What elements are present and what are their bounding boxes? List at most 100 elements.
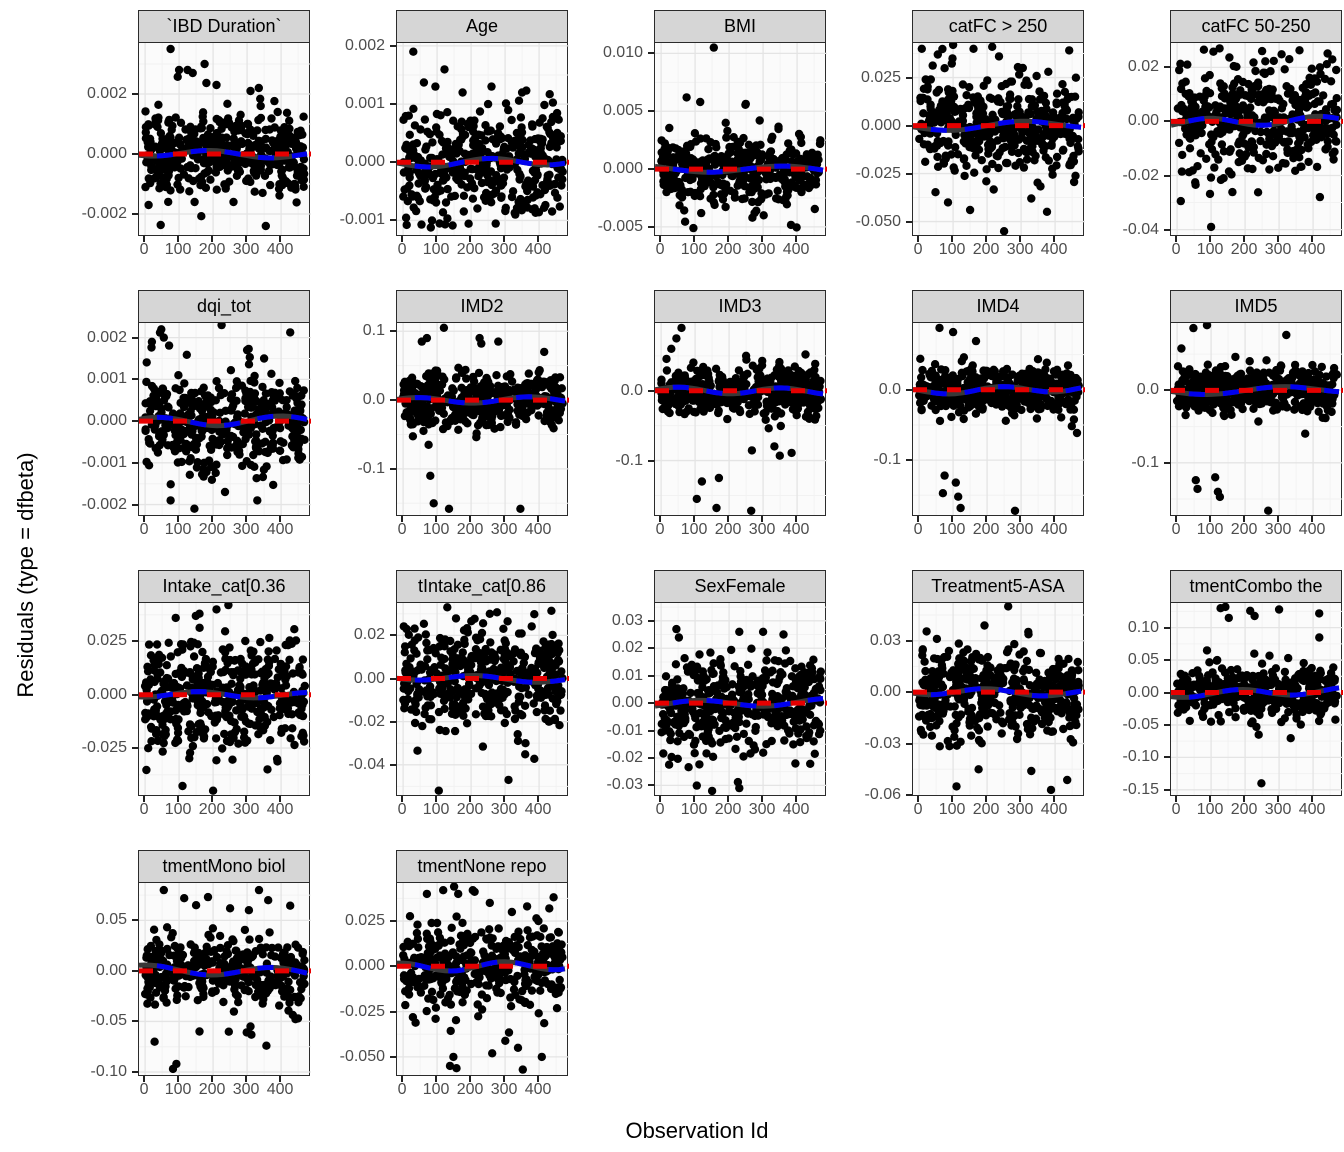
loess-dashed-line bbox=[1171, 685, 1340, 700]
x-tick-mark bbox=[1053, 796, 1056, 802]
facet-age: 0.002 0.001 0.000 -0.001 Age 0 100 200 300 400 bbox=[310, 10, 569, 290]
x-tick-label: 300 bbox=[1264, 801, 1292, 818]
x-tick-mark bbox=[211, 236, 214, 242]
x-tick-label: 400 bbox=[1298, 241, 1326, 258]
y-tick-mark bbox=[390, 763, 396, 766]
x-tick-mark bbox=[435, 236, 438, 242]
x-tick-mark bbox=[727, 796, 730, 802]
y-tick-label: 0.002 bbox=[86, 85, 127, 102]
x-tick-label: 0 bbox=[1171, 801, 1181, 818]
y-tick-label: 0.00 bbox=[1127, 683, 1159, 701]
x-tick-mark bbox=[951, 516, 954, 522]
x-tick-label: 400 bbox=[524, 801, 552, 818]
loess-dashed-line bbox=[1171, 384, 1340, 398]
x-tick-label: 100 bbox=[1196, 521, 1224, 538]
y-axis: 0.0 -0.1 bbox=[568, 290, 654, 539]
facet-strip-title: Intake_cat[0.36 bbox=[138, 570, 310, 603]
y-tick-label: 0.000 bbox=[86, 685, 127, 703]
x-tick-mark bbox=[761, 796, 764, 802]
x-tick-mark bbox=[211, 1076, 214, 1082]
x-tick-mark bbox=[1311, 796, 1314, 802]
x-axis: 0 100 200 300 400 bbox=[654, 236, 826, 262]
x-tick-mark bbox=[1277, 796, 1280, 802]
facet-strip-title: tIntake_cat[0.86 bbox=[396, 570, 568, 603]
x-tick-label: 100 bbox=[164, 521, 192, 538]
y-tick-mark bbox=[648, 647, 654, 650]
x-tick-mark bbox=[659, 516, 662, 522]
x-tick-mark bbox=[401, 1076, 404, 1082]
x-tick-label: 0 bbox=[397, 1081, 407, 1098]
x-axis: 0 100 200 300 400 bbox=[138, 1076, 310, 1102]
y-tick-mark bbox=[1164, 120, 1170, 123]
facet-catfc-50-250: 0.02 0.00 -0.02 -0.04 catFC 50-250 0 100 200 300… bbox=[1084, 10, 1343, 290]
facet-panel bbox=[396, 43, 569, 236]
x-tick-mark bbox=[761, 516, 764, 522]
y-tick-label: -0.02 bbox=[348, 712, 385, 730]
x-axis: 0 100 200 300 400 bbox=[1170, 516, 1342, 542]
loess-dashed-line bbox=[139, 962, 308, 978]
x-tick-label: 100 bbox=[938, 801, 966, 818]
x-tick-mark bbox=[143, 1076, 146, 1082]
x-tick-mark bbox=[693, 796, 696, 802]
x-tick-label: 100 bbox=[938, 241, 966, 258]
y-tick-label: 0.00 bbox=[1127, 112, 1159, 130]
x-tick-mark bbox=[211, 516, 214, 522]
y-tick-mark bbox=[390, 44, 396, 47]
y-axis: 0.010 0.005 0.000 -0.005 bbox=[568, 10, 654, 259]
scatter-points bbox=[657, 624, 825, 795]
x-tick-mark bbox=[245, 1076, 248, 1082]
x-tick-mark bbox=[177, 236, 180, 242]
y-tick-label: 0.002 bbox=[344, 36, 385, 54]
x-axis-title: Observation Id bbox=[625, 1118, 769, 1143]
x-tick-mark bbox=[503, 1076, 506, 1082]
x-tick-label: 300 bbox=[490, 241, 518, 258]
x-tick-label: 300 bbox=[1006, 801, 1034, 818]
x-tick-mark bbox=[401, 796, 404, 802]
scatter-points bbox=[915, 43, 1083, 235]
x-tick-label: 0 bbox=[655, 241, 665, 258]
y-tick-label: 0.00 bbox=[95, 961, 127, 979]
x-tick-label: 400 bbox=[1040, 521, 1068, 538]
x-tick-mark bbox=[435, 796, 438, 802]
y-tick-label: -0.05 bbox=[1122, 715, 1159, 733]
loess-dashed-line bbox=[913, 118, 1082, 133]
scatter-points bbox=[657, 323, 825, 515]
x-tick-label: 400 bbox=[524, 241, 552, 258]
y-tick-mark bbox=[648, 52, 654, 55]
x-tick-mark bbox=[1019, 516, 1022, 522]
x-tick-mark bbox=[435, 516, 438, 522]
x-tick-label: 100 bbox=[164, 241, 192, 258]
y-tick-mark bbox=[390, 920, 396, 923]
facet-panel bbox=[912, 323, 1085, 516]
x-tick-label: 0 bbox=[139, 521, 149, 538]
facet-strip-title: IMD4 bbox=[912, 290, 1084, 323]
x-axis: 0 100 200 300 400 bbox=[912, 796, 1084, 822]
y-tick-mark bbox=[132, 461, 138, 464]
y-tick-label: 0.010 bbox=[602, 44, 643, 62]
y-tick-label: -0.02 bbox=[1122, 166, 1159, 184]
y-tick-mark bbox=[906, 388, 912, 391]
scatter-points bbox=[1172, 323, 1341, 515]
x-tick-label: 400 bbox=[524, 521, 552, 538]
x-tick-mark bbox=[917, 236, 920, 242]
loess-dashed-line bbox=[397, 672, 566, 685]
x-axis: 0 100 200 300 400 bbox=[138, 796, 310, 822]
x-tick-mark bbox=[1243, 796, 1246, 802]
facet-strip-title: BMI bbox=[654, 10, 826, 43]
y-tick-mark bbox=[132, 153, 138, 155]
y-tick-label: 0.025 bbox=[344, 912, 385, 930]
x-tick-mark bbox=[469, 796, 472, 802]
x-tick-label: 200 bbox=[198, 801, 226, 818]
facet-strip-title: SexFemale bbox=[654, 570, 826, 603]
loess-dashed-line bbox=[397, 155, 566, 170]
facet-panel bbox=[396, 603, 569, 796]
x-tick-mark bbox=[279, 796, 282, 802]
x-axis: 0 100 200 300 400 bbox=[396, 516, 568, 542]
x-tick-label: 400 bbox=[266, 801, 294, 818]
x-tick-label: 200 bbox=[456, 801, 484, 818]
x-tick-mark bbox=[211, 796, 214, 802]
y-tick-mark bbox=[648, 459, 654, 462]
facet-imd5: 0.0 -0.1 IMD5 0 100 200 300 400 bbox=[1084, 290, 1343, 570]
x-tick-mark bbox=[693, 236, 696, 242]
y-tick-mark bbox=[906, 220, 912, 223]
